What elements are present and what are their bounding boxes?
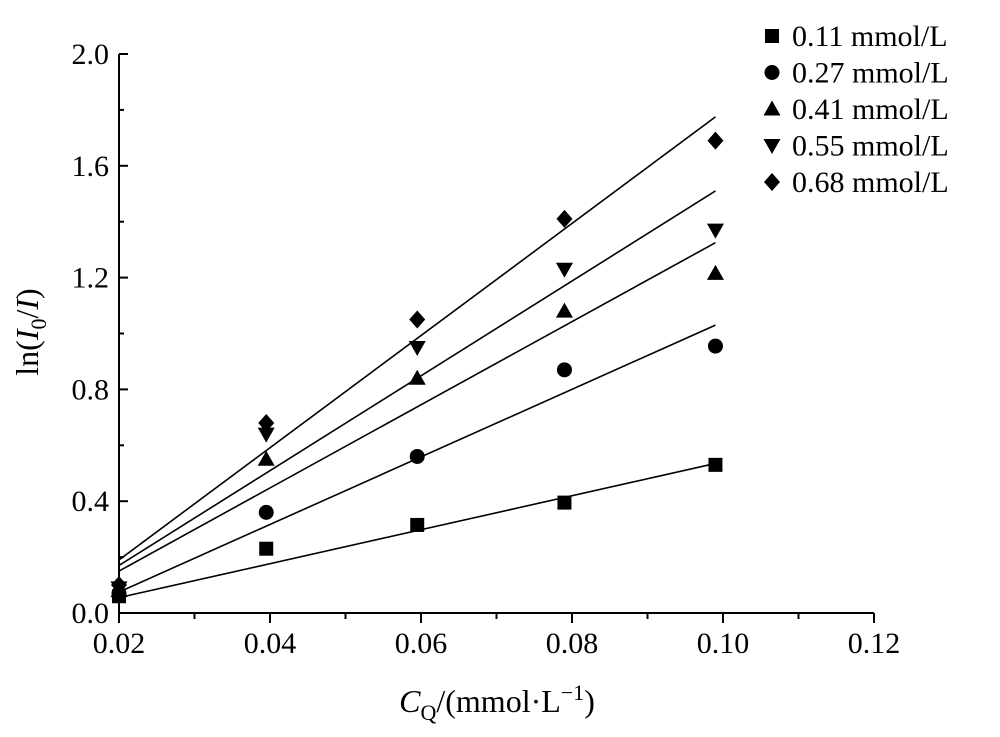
point-diamond [111,576,127,595]
y-tick-label: 0.4 [72,485,110,518]
point-square [259,541,274,556]
point-diamond [258,413,275,432]
legend-marker-triangle-down [763,139,781,154]
point-triangle-up [706,264,724,280]
x-tick-label: 0.04 [244,627,297,660]
legend-item: 0.27 mmol/L [764,57,949,90]
x-tick-label: 0.12 [848,627,901,660]
legend-label: 0.68 mmol/L [792,166,949,199]
point-triangle-down [408,340,426,356]
point-circle [556,362,572,378]
point-triangle-up [555,302,573,318]
point-diamond [556,209,573,228]
data-points [110,131,724,604]
legend: 0.11 mmol/L 0.27 mmol/L0.41 mmol/L 0.55 mm… [763,20,949,199]
y-axis-title: ln(I0/I) [9,288,51,375]
legend-item: 0.55 mmol/L [763,130,949,163]
legend-marker-triangle-up [763,100,781,116]
fit-line-triangle-up [118,241,716,572]
y-tick-label: 0.8 [72,373,110,406]
x-tick-label: 0.10 [697,627,750,660]
y-tick-label: 1.6 [72,150,110,183]
point-triangle-down [706,223,724,239]
legend-label: 0.27 mmol/L [792,57,949,90]
legend-label: 0.55 mmol/L [792,130,949,163]
y-tick-label: 2.0 [72,38,110,71]
point-circle [258,504,274,520]
y-tick-label: 0.0 [72,597,110,630]
point-triangle-down [555,262,573,278]
legend-label: 0.41 mmol/L [792,93,949,126]
fit-line-diamond [118,116,716,561]
legend-item: 0.41 mmol/L [763,93,949,126]
legend-marker-circle [764,65,780,80]
x-tick-label: 0.02 [93,627,146,660]
point-square [410,517,425,532]
legend-label: 0.11 mmol/L [792,20,948,53]
legend-item: 0.68 mmol/L [764,166,949,199]
x-tick-label: 0.06 [395,627,448,660]
point-triangle-up [408,369,426,385]
axes: 0.0 0.4 0.8 1.2 1.6 2.0 0.02 0.04 0.06 0.08 0.10 0.… [72,38,901,660]
point-diamond [707,131,724,150]
point-circle [409,448,425,464]
point-circle [707,338,723,354]
y-tick-label: 1.2 [72,262,110,295]
legend-marker-square [765,29,779,43]
point-triangle-down [257,427,275,443]
point-triangle-up [257,450,275,466]
point-diamond [409,310,426,329]
legend-marker-diamond [764,173,780,191]
legend-item: 0.11 mmol/L [765,20,948,53]
x-tick-label: 0.08 [546,627,599,660]
x-axis-title: CQ/(mmol·L−1) [399,680,595,725]
point-square [557,495,572,510]
point-square [708,457,723,472]
